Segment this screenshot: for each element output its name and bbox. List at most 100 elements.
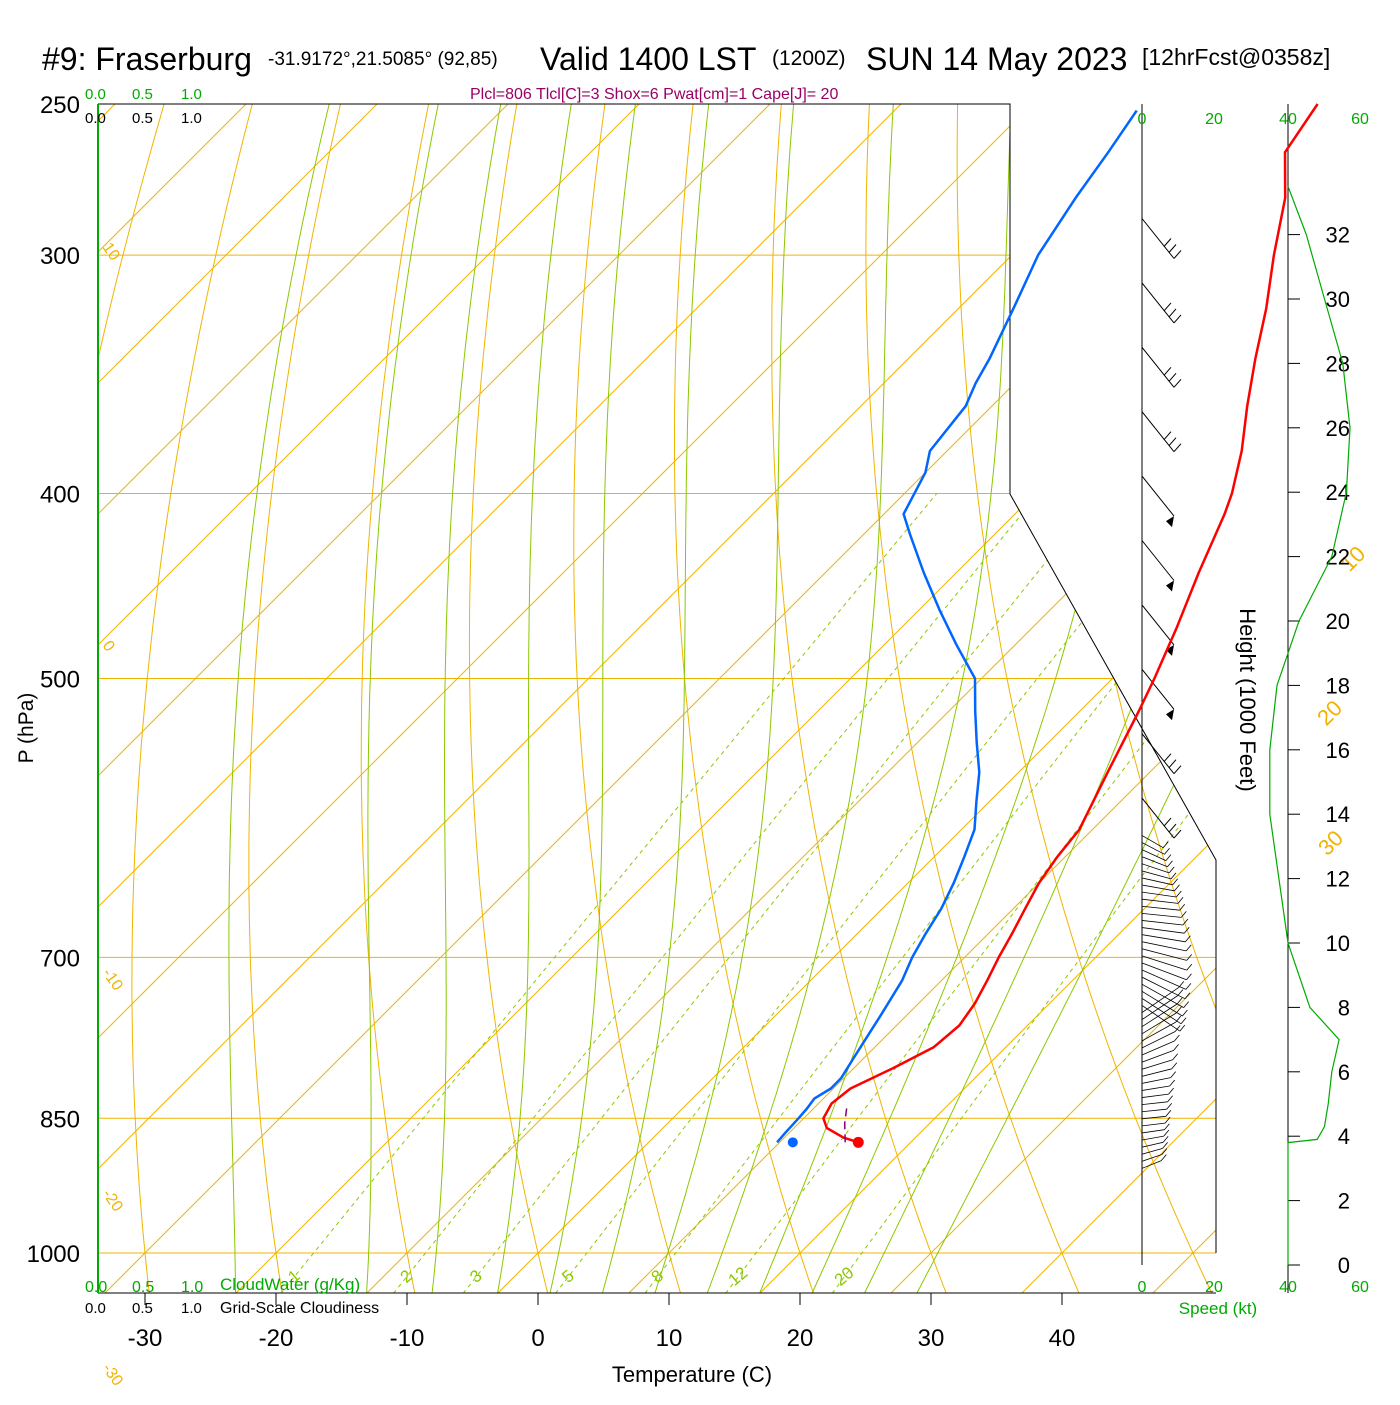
- moist-adiabat: [759, 104, 1012, 1293]
- wind-barb-flag: [1163, 302, 1172, 312]
- height-tick-label: 26: [1326, 416, 1350, 441]
- isotherm: [98, 104, 378, 1293]
- cloud-tick-top-green-2: 1.0: [181, 86, 202, 103]
- cloud-axis-bottom: 0.0 0.5 1.0 CloudWater (g/Kg) 0.0 0.5 1.…: [85, 1275, 379, 1317]
- wind-barb-flag: [1163, 366, 1172, 376]
- wind-barb-low: [1141, 1005, 1181, 1032]
- cloud-tick-bottom-black-2: 1.0: [181, 1300, 202, 1317]
- height-tick-label: 18: [1326, 673, 1350, 698]
- x-tick-label: 30: [918, 1325, 945, 1352]
- wind-barb-staff: [1141, 604, 1175, 646]
- y-tick-label: 850: [40, 1106, 80, 1133]
- x-tick-label: 10: [656, 1325, 683, 1352]
- wind-barb-low-flag: [1161, 1148, 1168, 1155]
- wind-barb-low: [1141, 877, 1173, 886]
- stability-indices: Plcl=806 Tlcl[C]=3 Shox=6 Pwat[cm]=1 Cap…: [470, 86, 838, 103]
- wind-barb-low: [1141, 1115, 1166, 1120]
- y-tick-label: 300: [40, 243, 80, 270]
- isotherm-label: 20: [1312, 695, 1347, 730]
- wind-barb-low: [1141, 995, 1179, 1020]
- wind-barb-low-flag: [1173, 1044, 1179, 1051]
- wind-barb-flag: [1173, 314, 1182, 324]
- mixing-ratio-label: 5: [558, 1266, 577, 1287]
- height-axis-label: Height (1000 Feet): [1235, 608, 1260, 791]
- wind-barb-low: [1141, 1129, 1165, 1134]
- isotherm: [882, 104, 1216, 1293]
- wind-barb-low-flag: [1172, 878, 1179, 886]
- mixing-ratio-label: 20: [831, 1263, 858, 1290]
- dry-adiabat-label: -20: [99, 1186, 126, 1215]
- thermo-grid: [98, 104, 1216, 1293]
- wind-barb-low: [1141, 912, 1182, 918]
- wind-barb-low: [1141, 842, 1165, 855]
- speed-axis-label: Speed (kt): [1179, 1299, 1257, 1318]
- wind-barb-low-flag: [1174, 884, 1180, 892]
- wind-barb-flag: [1173, 250, 1182, 259]
- dry-adiabat: [131, 104, 253, 1293]
- wind-barb-low-flag: [1170, 1071, 1177, 1078]
- x-tick-label: -30: [128, 1325, 163, 1352]
- dry-adiabat-label: -10: [99, 965, 126, 994]
- cloud-tick-bottom-green-0: 0.0: [85, 1279, 107, 1296]
- mixing-ratio-line: [644, 493, 1216, 1293]
- wind-barb-low: [1141, 1108, 1167, 1113]
- dry-adiabat: [468, 104, 551, 1293]
- wind-barb-low: [1141, 948, 1187, 961]
- wind-barb-low: [1141, 898, 1179, 904]
- moist-adiabat: [549, 104, 636, 1293]
- wind-barb-low-flag: [1162, 841, 1169, 848]
- mixing-ratio-line: [831, 493, 1216, 1293]
- moist-adiabat: [811, 104, 1149, 1293]
- moist-adiabat: [706, 104, 894, 1293]
- height-tick-label: 22: [1326, 545, 1350, 570]
- wind-barb-low-flag: [1185, 935, 1191, 943]
- wind-barb-pennant: [1166, 709, 1174, 721]
- wind-barb-flag: [1173, 443, 1182, 453]
- wind-barb-staff: [1141, 733, 1175, 775]
- wind-barb-low-flag: [1177, 897, 1184, 904]
- wind-barb-low: [1141, 1031, 1176, 1049]
- cloud-tick-bottom-black-1: 0.5: [132, 1300, 153, 1317]
- wind-barb-low: [1141, 955, 1187, 971]
- wind-barb-staff: [1141, 668, 1175, 710]
- wind-barb-pennant: [1166, 644, 1174, 656]
- cloud-tick-top-black-0: 0.0: [85, 110, 106, 127]
- speed-tick-top-60: 60: [1351, 111, 1369, 128]
- wind-barb-flag: [1168, 823, 1177, 833]
- x-tick-label: -20: [259, 1325, 294, 1352]
- speed-tick-top-20: 20: [1205, 111, 1223, 128]
- dry-adiabat: [573, 104, 684, 1293]
- wind-barb-low-flag: [1162, 1142, 1168, 1149]
- surface-temp-marker: [852, 1136, 864, 1148]
- wind-barb-staff: [1141, 218, 1175, 259]
- isotherm: [98, 104, 1216, 1293]
- moist-adiabat: [863, 104, 1216, 1293]
- wind-barb-low-flag: [1166, 1102, 1173, 1110]
- wind-barb-low-flag: [1177, 989, 1184, 996]
- x-tick-label: -10: [390, 1325, 425, 1352]
- x-axis-title: Temperature (C): [612, 1362, 772, 1387]
- temperature-line: [822, 103, 1319, 1144]
- wind-barb-low-flag: [1185, 944, 1192, 952]
- wind-barb-low-flag: [1172, 1053, 1179, 1060]
- wind-barb-flag: [1163, 817, 1172, 827]
- wind-barb-pennant: [1166, 516, 1174, 528]
- cloud-tick-bottom-black-0: 0.0: [85, 1300, 106, 1317]
- wind-barb-low-flag: [1164, 1123, 1170, 1130]
- wind-barb-low-flag: [1168, 1087, 1174, 1095]
- dry-adiabat-label: 10: [99, 240, 123, 264]
- wind-barb-low: [1141, 1093, 1169, 1098]
- wind-barb-low-flag: [1160, 1154, 1167, 1161]
- parcel-line: [843, 1103, 849, 1143]
- wind-barb-low: [1141, 1012, 1177, 1035]
- valid-time: Valid 1400 LST: [540, 41, 756, 77]
- y-tick-label: 400: [40, 482, 80, 509]
- height-tick-label: 10: [1326, 931, 1350, 956]
- station-title: #9: Fraserburg: [42, 41, 252, 77]
- wind-barb-flag: [1173, 829, 1182, 839]
- wind-barb-low-flag: [1176, 997, 1183, 1005]
- wind-barb-low: [1141, 1160, 1162, 1169]
- wind-barb-low: [1141, 962, 1187, 981]
